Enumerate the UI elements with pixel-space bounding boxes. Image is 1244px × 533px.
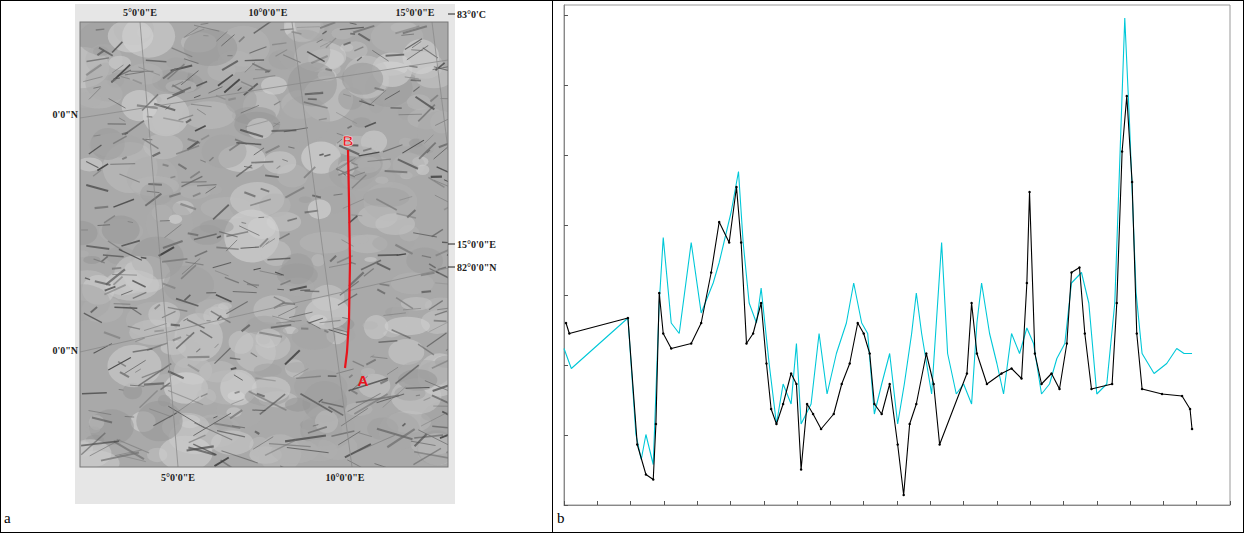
svg-text:10°0'0"E: 10°0'0"E bbox=[249, 7, 288, 18]
svg-text:B: B bbox=[343, 132, 354, 149]
svg-text:0'0"N: 0'0"N bbox=[52, 345, 78, 356]
svg-text:82°0'0"N: 82°0'0"N bbox=[457, 262, 497, 273]
svg-text:A: A bbox=[358, 372, 369, 389]
html-text:a: a bbox=[4, 510, 11, 526]
svg-text:83°0'C: 83°0'C bbox=[457, 9, 486, 20]
svg-text:5°0'0"E: 5°0'0"E bbox=[161, 472, 195, 483]
svg-text:15°0'0"E: 15°0'0"E bbox=[396, 7, 435, 18]
svg-text:0'0"N: 0'0"N bbox=[52, 109, 78, 120]
html-text:b: b bbox=[557, 510, 565, 526]
svg-text:10°0'0"E: 10°0'0"E bbox=[326, 472, 365, 483]
svg-text:5°0'0"E: 5°0'0"E bbox=[123, 7, 157, 18]
svg-text:15°0'0"E: 15°0'0"E bbox=[457, 239, 496, 250]
